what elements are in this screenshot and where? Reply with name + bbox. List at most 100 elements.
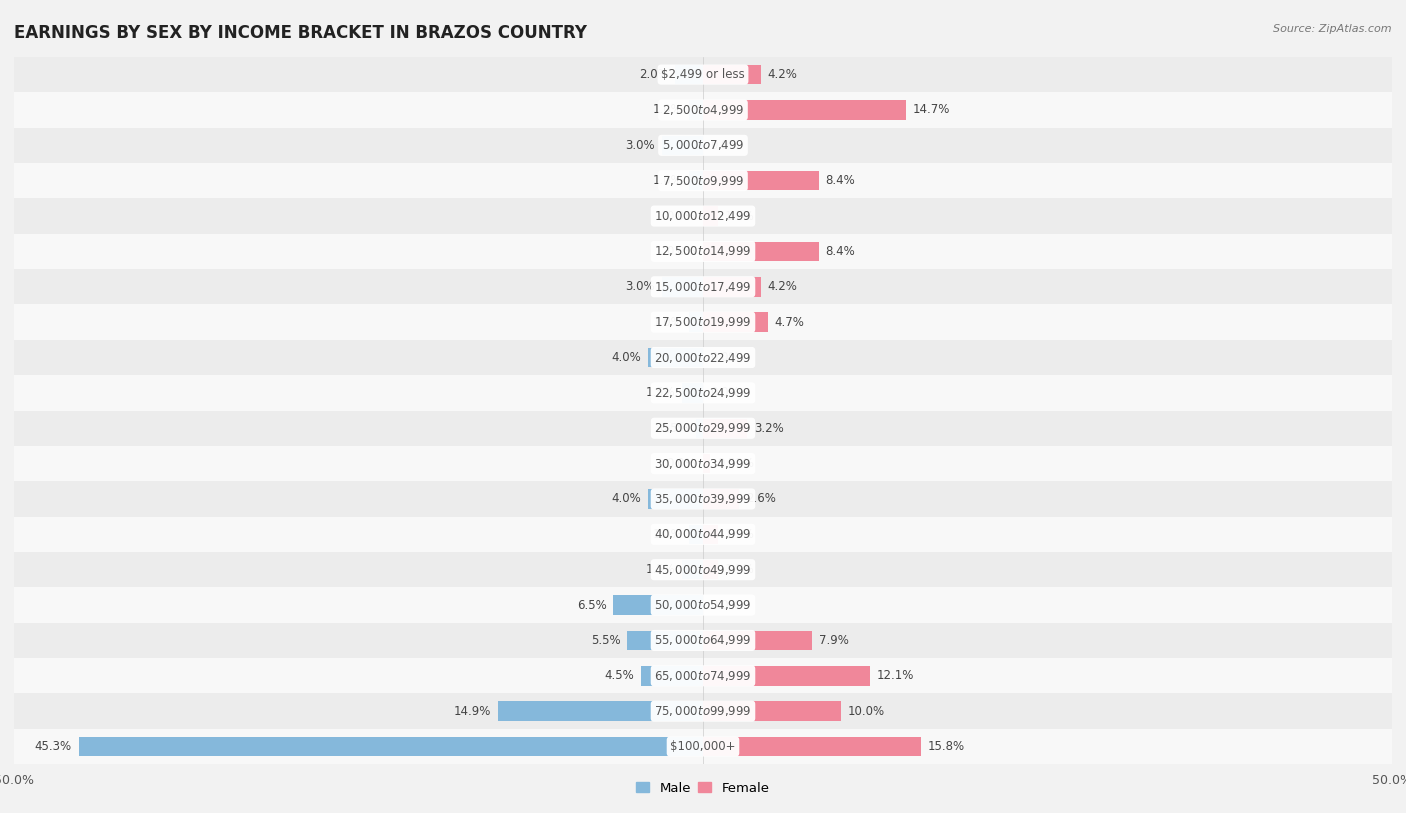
FancyBboxPatch shape [14,128,1392,163]
Text: 1.5%: 1.5% [645,386,675,399]
Text: 2.6%: 2.6% [745,493,776,506]
Text: 14.7%: 14.7% [912,103,950,116]
Bar [689,171,703,190]
Bar [662,136,703,155]
Text: 1.0%: 1.0% [652,103,682,116]
Bar [689,100,703,120]
Text: 4.2%: 4.2% [768,280,797,293]
Bar [682,560,703,580]
Text: $45,000 to $49,999: $45,000 to $49,999 [654,563,752,576]
Text: 12.1%: 12.1% [876,669,914,682]
Bar [689,524,703,544]
Text: 1.0%: 1.0% [652,528,682,541]
Text: $12,500 to $14,999: $12,500 to $14,999 [654,245,752,259]
Bar [689,312,703,332]
Bar [703,312,768,332]
Text: 5.5%: 5.5% [591,634,620,647]
Bar [703,454,710,473]
Text: 7.9%: 7.9% [818,634,849,647]
Bar [703,489,738,509]
Text: $7,500 to $9,999: $7,500 to $9,999 [662,174,744,188]
Text: 0.0%: 0.0% [710,139,740,152]
FancyBboxPatch shape [14,481,1392,517]
Bar [703,207,718,226]
Bar [498,702,703,721]
Bar [627,631,703,650]
FancyBboxPatch shape [14,659,1392,693]
FancyBboxPatch shape [14,623,1392,659]
Bar [703,171,818,190]
Text: $22,500 to $24,999: $22,500 to $24,999 [654,386,752,400]
FancyBboxPatch shape [14,587,1392,623]
Text: 2.0%: 2.0% [638,68,669,81]
Text: 14.9%: 14.9% [453,705,491,718]
Text: 1.1%: 1.1% [725,563,755,576]
Text: 0.5%: 0.5% [659,422,689,435]
FancyBboxPatch shape [14,729,1392,764]
Text: $15,000 to $17,499: $15,000 to $17,499 [654,280,752,293]
Text: 8.4%: 8.4% [825,245,855,258]
Text: 4.0%: 4.0% [612,351,641,364]
Text: 6.5%: 6.5% [576,598,606,611]
Bar [662,277,703,297]
Text: 4.0%: 4.0% [612,493,641,506]
Text: 0.0%: 0.0% [666,210,696,223]
Text: 45.3%: 45.3% [35,740,72,753]
Text: 0.0%: 0.0% [710,386,740,399]
Text: 0.0%: 0.0% [710,351,740,364]
Bar [696,419,703,438]
Text: 1.0%: 1.0% [652,174,682,187]
Text: $25,000 to $29,999: $25,000 to $29,999 [654,421,752,435]
Bar [703,631,811,650]
Bar [703,524,718,544]
Bar [703,702,841,721]
FancyBboxPatch shape [14,198,1392,234]
Text: 1.5%: 1.5% [645,563,675,576]
Text: 0.53%: 0.53% [717,457,754,470]
Text: $10,000 to $12,499: $10,000 to $12,499 [654,209,752,223]
FancyBboxPatch shape [14,269,1392,304]
Text: $40,000 to $44,999: $40,000 to $44,999 [654,528,752,541]
Text: 4.5%: 4.5% [605,669,634,682]
Bar [648,489,703,509]
Text: $30,000 to $34,999: $30,000 to $34,999 [654,457,752,471]
Text: $100,000+: $100,000+ [671,740,735,753]
Text: $55,000 to $64,999: $55,000 to $64,999 [654,633,752,647]
Bar [648,348,703,367]
Text: 10.0%: 10.0% [848,705,884,718]
Bar [703,100,905,120]
Bar [703,419,747,438]
FancyBboxPatch shape [14,57,1392,92]
Text: $65,000 to $74,999: $65,000 to $74,999 [654,669,752,683]
Text: $17,500 to $19,999: $17,500 to $19,999 [654,315,752,329]
Bar [613,595,703,615]
Bar [675,65,703,85]
FancyBboxPatch shape [14,92,1392,128]
Bar [703,560,718,580]
Text: EARNINGS BY SEX BY INCOME BRACKET IN BRAZOS COUNTRY: EARNINGS BY SEX BY INCOME BRACKET IN BRA… [14,24,588,42]
FancyBboxPatch shape [14,411,1392,446]
Text: 3.0%: 3.0% [626,139,655,152]
Text: $35,000 to $39,999: $35,000 to $39,999 [654,492,752,506]
Bar [703,737,921,756]
Text: 3.0%: 3.0% [626,280,655,293]
Text: 4.7%: 4.7% [775,315,804,328]
FancyBboxPatch shape [14,304,1392,340]
FancyBboxPatch shape [14,552,1392,587]
Text: Source: ZipAtlas.com: Source: ZipAtlas.com [1274,24,1392,34]
Text: 1.0%: 1.0% [652,315,682,328]
Bar [682,383,703,402]
Text: $75,000 to $99,999: $75,000 to $99,999 [654,704,752,718]
Text: 4.2%: 4.2% [768,68,797,81]
Bar [703,666,870,685]
Text: 0.0%: 0.0% [710,598,740,611]
FancyBboxPatch shape [14,375,1392,411]
Bar [641,666,703,685]
Bar [79,737,703,756]
Text: 8.4%: 8.4% [825,174,855,187]
Text: $2,500 to $4,999: $2,500 to $4,999 [662,103,744,117]
Bar [703,277,761,297]
FancyBboxPatch shape [14,693,1392,729]
FancyBboxPatch shape [14,446,1392,481]
Text: 15.8%: 15.8% [928,740,965,753]
